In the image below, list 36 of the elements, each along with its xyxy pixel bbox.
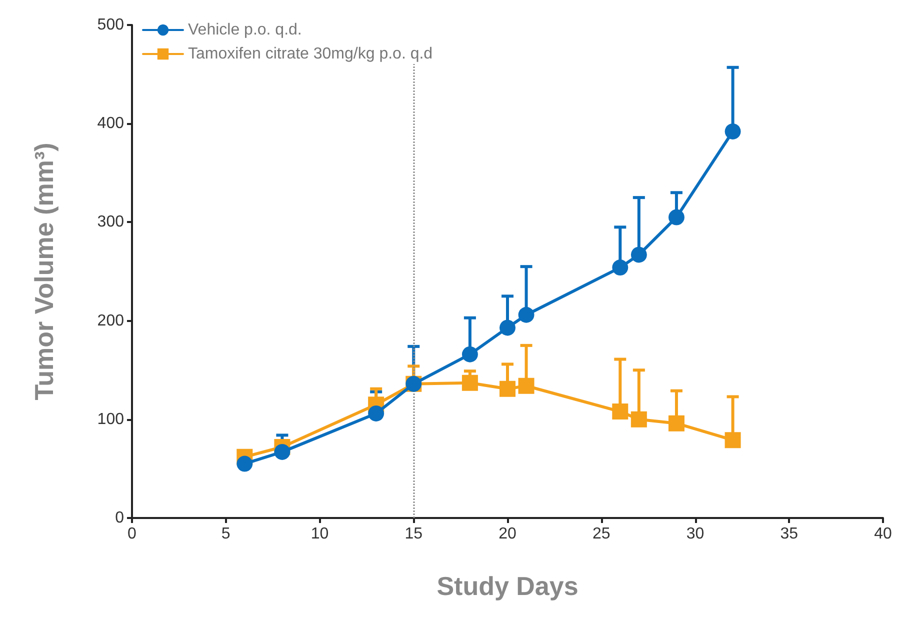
x-tick-label: 0 — [128, 526, 137, 542]
y-tick-label: 300 — [97, 214, 124, 231]
legend-label: Tamoxifen citrate 30mg/kg p.o. q.d — [188, 46, 433, 62]
x-tick-label: 25 — [592, 526, 610, 542]
legend-label: Vehicle p.o. q.d. — [188, 22, 302, 38]
x-tick-label: 15 — [404, 526, 423, 542]
point — [630, 411, 647, 428]
x-tick-label: 5 — [221, 526, 230, 542]
point — [462, 374, 478, 391]
point — [724, 432, 741, 448]
y-tick-label: 200 — [97, 312, 124, 330]
x-tick-label: 35 — [780, 526, 798, 542]
x-tick-label: 30 — [686, 526, 704, 542]
x-axis-title: Study Days — [436, 571, 578, 601]
x-tick-label: 20 — [498, 526, 516, 542]
point — [236, 456, 253, 472]
point — [668, 209, 684, 226]
point — [630, 246, 647, 263]
point — [612, 404, 628, 420]
point — [500, 380, 516, 397]
point — [518, 378, 534, 394]
point — [500, 320, 516, 336]
point — [462, 346, 478, 362]
x-tick-label: 40 — [874, 526, 892, 542]
point — [612, 260, 628, 276]
point — [724, 123, 741, 140]
y-tick-label: 400 — [97, 115, 124, 132]
point — [274, 444, 290, 460]
y-tick-label: 0 — [115, 510, 124, 526]
point — [518, 306, 534, 323]
y-tick-label: 100 — [97, 410, 124, 428]
point — [368, 405, 384, 422]
x-tick-label: 10 — [310, 526, 329, 542]
y-tick-label: 500 — [97, 16, 124, 34]
y-axis-title: Tumor Volume (mm³) — [29, 142, 59, 400]
point — [668, 415, 684, 432]
